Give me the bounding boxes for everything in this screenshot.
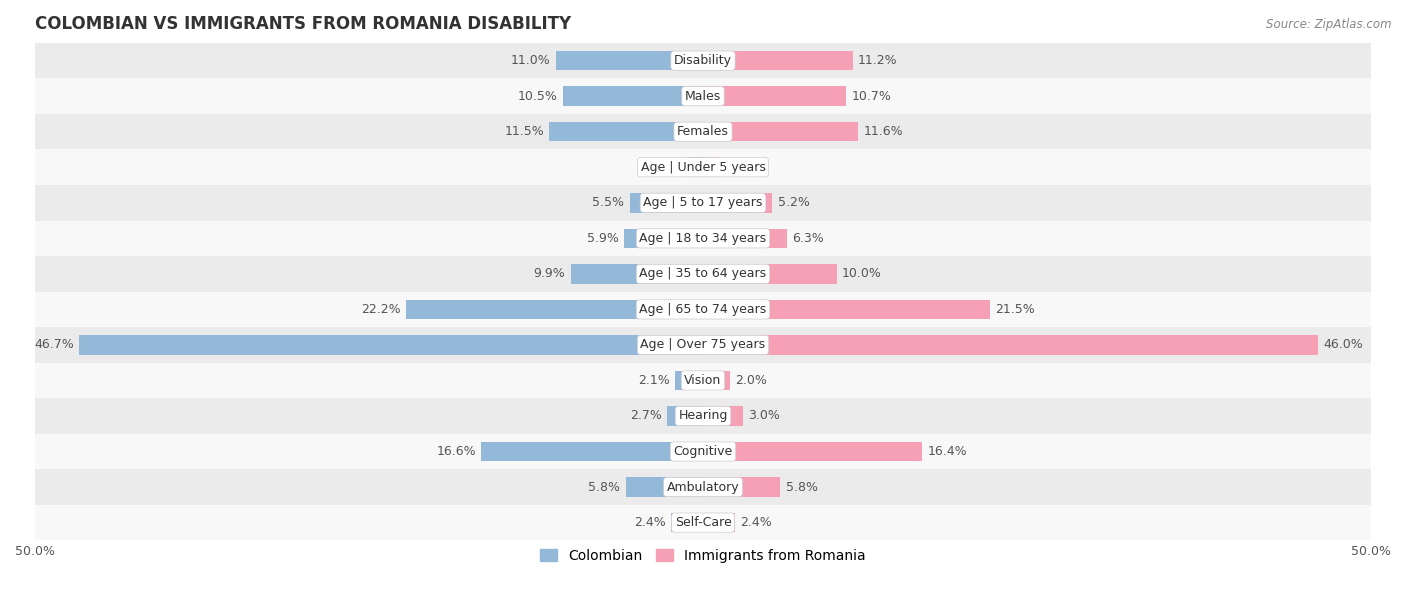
- Bar: [35, 114, 1371, 149]
- Text: 9.9%: 9.9%: [534, 267, 565, 280]
- Bar: [35, 327, 1371, 363]
- Bar: [35, 363, 1371, 398]
- Bar: [666, 406, 703, 426]
- Bar: [630, 193, 703, 212]
- Text: 21.5%: 21.5%: [995, 303, 1035, 316]
- Text: 2.1%: 2.1%: [638, 374, 669, 387]
- Bar: [624, 228, 703, 248]
- Bar: [35, 78, 1371, 114]
- Bar: [688, 157, 703, 177]
- Text: Age | Under 5 years: Age | Under 5 years: [641, 161, 765, 174]
- Text: 11.0%: 11.0%: [510, 54, 551, 67]
- Text: 11.5%: 11.5%: [505, 125, 544, 138]
- Bar: [703, 264, 837, 283]
- Text: Source: ZipAtlas.com: Source: ZipAtlas.com: [1267, 18, 1392, 31]
- Text: Vision: Vision: [685, 374, 721, 387]
- Bar: [35, 434, 1371, 469]
- Text: 46.7%: 46.7%: [34, 338, 73, 351]
- Bar: [703, 371, 730, 390]
- Bar: [675, 371, 703, 390]
- Text: Age | 18 to 34 years: Age | 18 to 34 years: [640, 232, 766, 245]
- Text: 5.8%: 5.8%: [786, 480, 818, 493]
- Text: Self-Care: Self-Care: [675, 516, 731, 529]
- Text: 10.7%: 10.7%: [851, 90, 891, 103]
- Text: 3.0%: 3.0%: [748, 409, 780, 422]
- Bar: [35, 43, 1371, 78]
- Text: 16.4%: 16.4%: [928, 445, 967, 458]
- Bar: [35, 220, 1371, 256]
- Text: Age | 65 to 74 years: Age | 65 to 74 years: [640, 303, 766, 316]
- Bar: [35, 292, 1371, 327]
- Text: Cognitive: Cognitive: [673, 445, 733, 458]
- Text: Ambulatory: Ambulatory: [666, 480, 740, 493]
- Text: 16.6%: 16.6%: [436, 445, 475, 458]
- Bar: [703, 228, 787, 248]
- Bar: [35, 185, 1371, 220]
- Text: 11.6%: 11.6%: [863, 125, 903, 138]
- Bar: [703, 406, 744, 426]
- Bar: [79, 335, 703, 355]
- Bar: [562, 86, 703, 106]
- Text: 5.2%: 5.2%: [778, 196, 810, 209]
- Text: 5.5%: 5.5%: [592, 196, 624, 209]
- Bar: [571, 264, 703, 283]
- Text: 11.2%: 11.2%: [858, 54, 897, 67]
- Bar: [703, 300, 990, 319]
- Text: 2.4%: 2.4%: [634, 516, 665, 529]
- Text: Age | Over 75 years: Age | Over 75 years: [641, 338, 765, 351]
- Bar: [35, 256, 1371, 292]
- Text: 10.0%: 10.0%: [842, 267, 882, 280]
- Text: Disability: Disability: [673, 54, 733, 67]
- Text: 1.2%: 1.2%: [724, 161, 756, 174]
- Text: 2.0%: 2.0%: [735, 374, 766, 387]
- Bar: [626, 477, 703, 497]
- Bar: [703, 335, 1317, 355]
- Text: 6.3%: 6.3%: [793, 232, 824, 245]
- Text: 2.7%: 2.7%: [630, 409, 662, 422]
- Bar: [703, 122, 858, 141]
- Bar: [671, 513, 703, 532]
- Text: 46.0%: 46.0%: [1323, 338, 1362, 351]
- Bar: [35, 149, 1371, 185]
- Text: Females: Females: [678, 125, 728, 138]
- Bar: [703, 157, 718, 177]
- Bar: [703, 513, 735, 532]
- Text: Age | 35 to 64 years: Age | 35 to 64 years: [640, 267, 766, 280]
- Bar: [703, 51, 852, 70]
- Text: Hearing: Hearing: [678, 409, 728, 422]
- Text: 10.5%: 10.5%: [517, 90, 557, 103]
- Bar: [35, 398, 1371, 434]
- Text: 5.8%: 5.8%: [588, 480, 620, 493]
- Text: 5.9%: 5.9%: [586, 232, 619, 245]
- Text: 1.2%: 1.2%: [650, 161, 682, 174]
- Text: 22.2%: 22.2%: [361, 303, 401, 316]
- Bar: [703, 477, 780, 497]
- Bar: [35, 505, 1371, 540]
- Text: Males: Males: [685, 90, 721, 103]
- Bar: [703, 193, 772, 212]
- Bar: [703, 442, 922, 461]
- Bar: [703, 86, 846, 106]
- Bar: [550, 122, 703, 141]
- Text: Age | 5 to 17 years: Age | 5 to 17 years: [644, 196, 762, 209]
- Bar: [481, 442, 703, 461]
- Text: COLOMBIAN VS IMMIGRANTS FROM ROMANIA DISABILITY: COLOMBIAN VS IMMIGRANTS FROM ROMANIA DIS…: [35, 15, 571, 33]
- Text: 2.4%: 2.4%: [741, 516, 772, 529]
- Bar: [35, 469, 1371, 505]
- Bar: [555, 51, 703, 70]
- Bar: [406, 300, 703, 319]
- Legend: Colombian, Immigrants from Romania: Colombian, Immigrants from Romania: [534, 543, 872, 568]
